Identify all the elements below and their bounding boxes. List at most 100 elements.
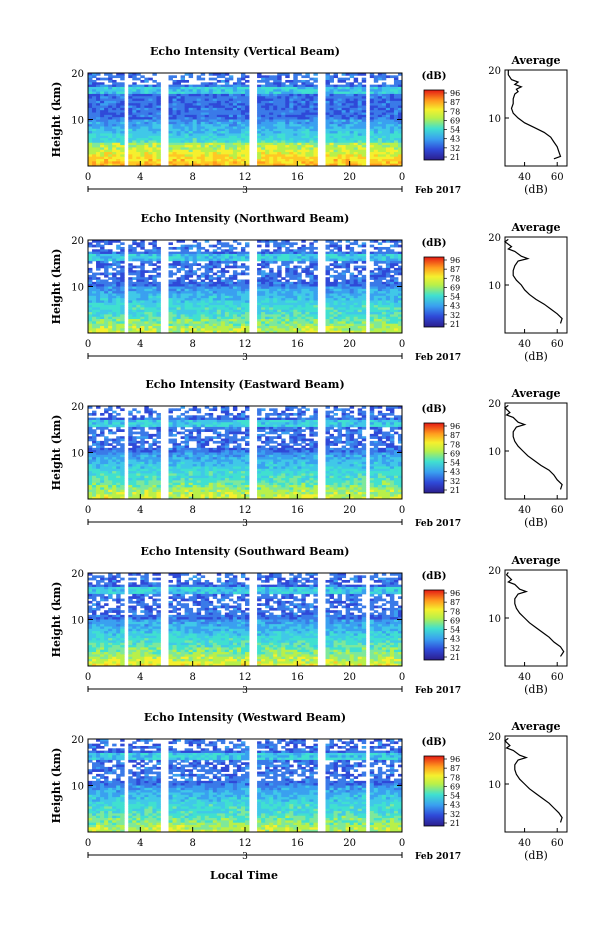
heatmap-cell	[301, 100, 306, 104]
heatmap-cell	[100, 84, 105, 88]
heatmap-cell	[381, 163, 387, 167]
heatmap-cell	[245, 105, 250, 109]
heatmap-cell	[269, 98, 274, 102]
heatmap-cell	[168, 307, 173, 311]
heatmap-cell	[385, 295, 391, 299]
heatmap-cell	[212, 147, 218, 151]
heatmap-cell	[245, 86, 250, 90]
heatmap-cell	[257, 117, 262, 120]
heatmap-cell	[393, 326, 399, 329]
heatmap-cell	[269, 131, 274, 134]
heatmap-cell	[200, 307, 206, 311]
heatmap-cell	[168, 300, 173, 304]
heatmap-cell	[341, 89, 347, 93]
heatmap-cell	[393, 107, 399, 111]
heatmap-cell	[369, 240, 375, 243]
heatmap-cell	[120, 265, 125, 269]
heatmap-cell	[96, 323, 101, 327]
heatmap-cell	[228, 105, 234, 109]
heatmap-cell	[116, 240, 121, 243]
heatmap-cell	[309, 156, 314, 160]
heatmap-cell	[240, 316, 246, 320]
heatmap-cell	[301, 138, 306, 141]
heatmap-cell	[180, 77, 186, 81]
heatmap-cell	[188, 258, 194, 262]
heatmap-cell	[180, 284, 186, 287]
heatmap-cell	[381, 103, 387, 106]
heatmap-cell	[305, 124, 310, 127]
heatmap-cell	[240, 272, 246, 276]
heatmap-cell	[112, 105, 117, 109]
heatmap-cell	[132, 91, 137, 95]
heatmap-cell	[285, 73, 290, 76]
heatmap-cell	[341, 265, 347, 269]
heatmap-cell	[301, 279, 306, 283]
heatmap-cell	[305, 98, 310, 102]
heatmap-cell	[341, 149, 347, 153]
heatmap-cell	[377, 246, 383, 250]
heatmap-cell	[245, 89, 250, 93]
heatmap-cell	[208, 258, 214, 262]
heatmap-cell	[357, 128, 363, 132]
heatmap-cell	[240, 77, 246, 81]
heatmap-cell	[200, 284, 206, 287]
heatmap-cell	[273, 286, 278, 290]
heatmap-cell	[172, 302, 177, 306]
heatmap-cell	[261, 147, 266, 151]
heatmap-cell	[285, 91, 290, 95]
heatmap-cell	[120, 114, 125, 118]
heatmap-cell	[261, 260, 266, 264]
heatmap-cell	[257, 312, 262, 315]
heatmap-cell	[108, 84, 113, 88]
heatmap-cell	[329, 77, 334, 81]
heatmap-cell	[309, 316, 314, 320]
heatmap-cell	[224, 105, 230, 109]
heatmap-cell	[156, 152, 161, 155]
heatmap-cell	[397, 258, 403, 262]
heatmap-cell	[245, 163, 250, 167]
heatmap-cell	[325, 152, 330, 155]
heatmap-cell	[373, 286, 379, 290]
heatmap-cell	[212, 138, 218, 141]
heatmap-cell	[305, 265, 310, 269]
heatmap-cell	[385, 302, 391, 306]
heatmap-cell	[92, 291, 97, 294]
heatmap-cell	[172, 288, 177, 292]
heatmap-cell	[281, 284, 286, 287]
heatmap-cell	[297, 251, 302, 255]
heatmap-cell	[184, 272, 190, 276]
heatmap-cell	[236, 284, 242, 287]
heatmap-cell	[240, 265, 246, 269]
heatmap-cell	[136, 316, 141, 320]
heatmap-cell	[329, 89, 334, 93]
heatmap-cell	[353, 86, 359, 90]
heatmap-cell	[88, 277, 93, 280]
heatmap-cell	[245, 133, 250, 137]
heatmap-cell	[277, 145, 282, 148]
heatmap-cell	[232, 286, 238, 290]
heatmap-cell	[204, 270, 210, 273]
heatmap-cell	[156, 91, 161, 95]
heatmap-cell	[136, 298, 141, 301]
heatmap-cell	[389, 270, 395, 273]
heatmap-cell	[397, 267, 403, 271]
heatmap-cell	[369, 288, 375, 292]
heatmap-cell	[333, 152, 338, 155]
heatmap-cell	[305, 152, 310, 155]
heatmap-cell	[353, 277, 359, 280]
heatmap-cell	[172, 281, 177, 285]
heatmap-cell	[100, 246, 105, 250]
heatmap-cell	[144, 328, 149, 332]
heatmap-cell	[333, 91, 338, 95]
heatmap-cell	[240, 258, 246, 262]
heatmap-cell	[385, 258, 391, 262]
heatmap-cell	[100, 288, 105, 292]
heatmap-cell	[196, 326, 202, 329]
heatmap-cell	[144, 305, 149, 308]
heatmap-cell	[232, 260, 238, 264]
heatmap-cell	[228, 131, 234, 134]
heatmap-cell	[136, 103, 141, 106]
heatmap-cell	[369, 152, 375, 155]
heatmap-cell	[152, 251, 157, 255]
heatmap-cell	[353, 279, 359, 283]
